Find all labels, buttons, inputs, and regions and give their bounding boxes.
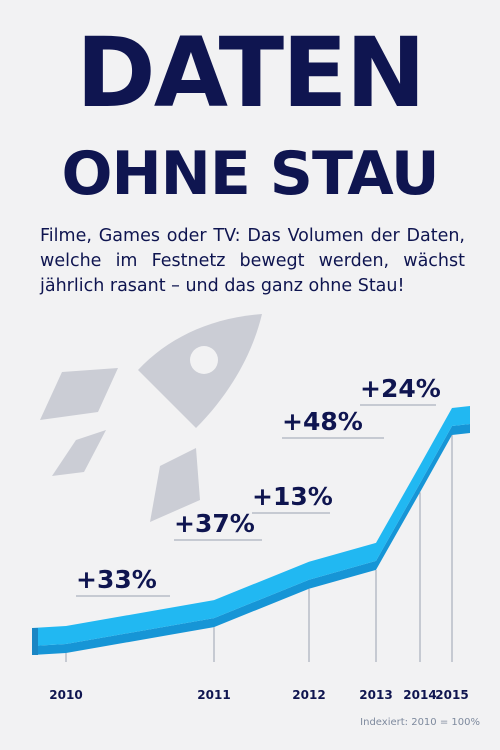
ribbon-side — [32, 424, 470, 655]
growth-label: +48% — [282, 407, 363, 436]
headline-title: DATEN — [76, 17, 426, 129]
headline-subtitle: OHNE STAU — [61, 139, 439, 209]
leader-lines — [65, 435, 453, 662]
intro-text: Filme, Games oder TV: Das Volumen der Da… — [40, 226, 465, 296]
growth-label: +13% — [252, 482, 333, 511]
ribbon-end — [32, 628, 38, 655]
x-tick-label: 2013 — [359, 688, 392, 702]
x-tick-label: 2014 — [403, 688, 436, 702]
growth-labels: +33% +37%+13% +48% +24% — [76, 374, 441, 597]
growth-label: +33% — [76, 565, 157, 594]
growth-label: +37% — [174, 509, 255, 538]
x-tick-label: 2011 — [197, 688, 230, 702]
ribbon-top — [32, 406, 470, 646]
x-tick-label: 2010 — [49, 688, 82, 702]
growth-label: +24% — [360, 374, 441, 403]
x-tick-label: 2012 — [292, 688, 325, 702]
rocket-icon — [40, 314, 262, 522]
growth-ribbon — [32, 406, 470, 655]
x-tick-label: 2015 — [435, 688, 468, 702]
index-footnote: Indexiert: 2010 = 100% — [360, 717, 480, 728]
